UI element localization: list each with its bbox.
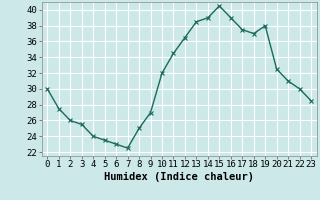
X-axis label: Humidex (Indice chaleur): Humidex (Indice chaleur) [104, 172, 254, 182]
